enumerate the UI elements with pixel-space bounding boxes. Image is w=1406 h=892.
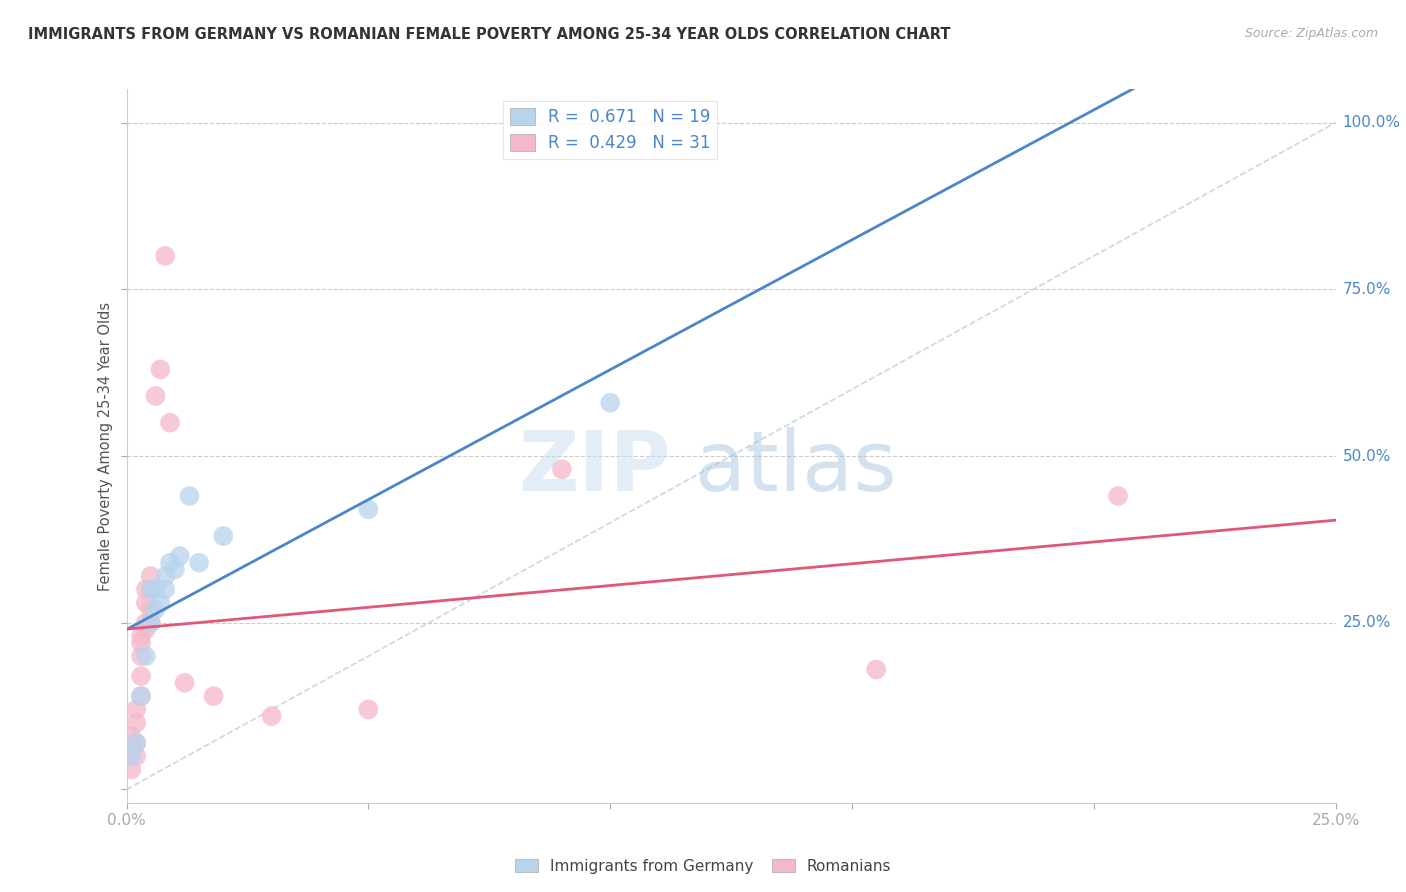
Point <box>125 736 148 750</box>
Point <box>135 582 157 597</box>
Text: Source: ZipAtlas.com: Source: ZipAtlas.com <box>1244 27 1378 40</box>
Point <box>139 582 162 597</box>
Text: ZIP: ZIP <box>519 427 671 508</box>
Legend: Immigrants from Germany, Romanians: Immigrants from Germany, Romanians <box>509 853 897 880</box>
Text: 100.0%: 100.0% <box>1343 115 1400 130</box>
Point <box>129 629 152 643</box>
Point <box>155 582 177 597</box>
Point <box>155 569 177 583</box>
Point <box>188 556 211 570</box>
Point <box>173 675 195 690</box>
Point <box>139 615 162 630</box>
Point <box>135 649 157 664</box>
Point <box>125 749 148 764</box>
Text: atlas: atlas <box>695 427 897 508</box>
Point <box>129 669 152 683</box>
Point <box>129 649 152 664</box>
Point <box>169 549 191 563</box>
Point <box>135 623 157 637</box>
Point <box>139 569 162 583</box>
Point <box>125 702 148 716</box>
Point <box>139 615 162 630</box>
Text: IMMIGRANTS FROM GERMANY VS ROMANIAN FEMALE POVERTY AMONG 25-34 YEAR OLDS CORRELA: IMMIGRANTS FROM GERMANY VS ROMANIAN FEMA… <box>28 27 950 42</box>
Point <box>145 389 167 403</box>
Point <box>149 596 172 610</box>
Point <box>149 362 172 376</box>
Point <box>120 729 142 743</box>
Point <box>357 702 380 716</box>
Text: 50.0%: 50.0% <box>1343 449 1391 464</box>
Point <box>135 615 157 630</box>
Point <box>135 596 157 610</box>
Point <box>212 529 235 543</box>
Point <box>599 395 621 409</box>
Point <box>145 582 167 597</box>
Point <box>120 749 142 764</box>
Point <box>865 662 887 676</box>
Point <box>357 502 380 516</box>
Text: 75.0%: 75.0% <box>1343 282 1391 297</box>
Y-axis label: Female Poverty Among 25-34 Year Olds: Female Poverty Among 25-34 Year Olds <box>97 301 112 591</box>
Point <box>129 689 152 703</box>
Legend: R =  0.671   N = 19, R =  0.429   N = 31: R = 0.671 N = 19, R = 0.429 N = 31 <box>503 101 717 159</box>
Point <box>129 636 152 650</box>
Point <box>120 763 142 777</box>
Point <box>260 709 283 723</box>
Point <box>145 602 167 616</box>
Point <box>159 556 181 570</box>
Text: 25.0%: 25.0% <box>1343 615 1391 631</box>
Point <box>120 742 142 756</box>
Point <box>139 602 162 616</box>
Point <box>1107 489 1129 503</box>
Point <box>551 462 574 476</box>
Point <box>159 416 181 430</box>
Point <box>202 689 225 703</box>
Point <box>179 489 201 503</box>
Point <box>125 736 148 750</box>
Point <box>139 582 162 597</box>
Point <box>129 689 152 703</box>
Point <box>125 715 148 730</box>
Point <box>163 562 186 576</box>
Point <box>155 249 177 263</box>
